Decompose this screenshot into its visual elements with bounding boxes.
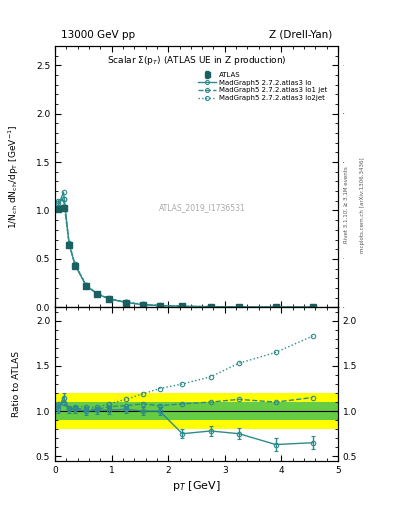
Text: 13000 GeV pp: 13000 GeV pp xyxy=(61,30,135,39)
Text: Rivet 3.1.10, ≥ 3.1M events: Rivet 3.1.10, ≥ 3.1M events xyxy=(344,166,349,243)
MadGraph5 2.7.2.atlas3 lo1 jet xyxy=(107,295,111,302)
MadGraph5 2.7.2.atlas3 lo1 jet xyxy=(310,304,315,310)
MadGraph5 2.7.2.atlas3 lo2jet xyxy=(72,261,77,267)
MadGraph5 2.7.2.atlas3 lo1 jet xyxy=(72,261,77,267)
MadGraph5 2.7.2.atlas3 lo xyxy=(61,189,66,195)
MadGraph5 2.7.2.atlas3 lo2jet xyxy=(107,295,111,302)
MadGraph5 2.7.2.atlas3 lo1 jet xyxy=(84,283,88,289)
MadGraph5 2.7.2.atlas3 lo xyxy=(123,300,128,306)
MadGraph5 2.7.2.atlas3 lo2jet xyxy=(84,282,88,288)
MadGraph5 2.7.2.atlas3 lo xyxy=(67,241,72,247)
MadGraph5 2.7.2.atlas3 lo xyxy=(237,304,241,310)
MadGraph5 2.7.2.atlas3 lo1 jet xyxy=(237,304,241,310)
MadGraph5 2.7.2.atlas3 lo1 jet xyxy=(157,303,162,309)
MadGraph5 2.7.2.atlas3 lo2jet xyxy=(95,291,100,297)
MadGraph5 2.7.2.atlas3 lo2jet xyxy=(274,304,278,310)
MadGraph5 2.7.2.atlas3 lo1 jet xyxy=(55,200,60,206)
Line: MadGraph5 2.7.2.atlas3 lo2jet: MadGraph5 2.7.2.atlas3 lo2jet xyxy=(56,197,315,309)
MadGraph5 2.7.2.atlas3 lo2jet xyxy=(55,198,60,204)
MadGraph5 2.7.2.atlas3 lo1 jet xyxy=(180,303,185,309)
MadGraph5 2.7.2.atlas3 lo2jet xyxy=(180,303,185,309)
MadGraph5 2.7.2.atlas3 lo2jet xyxy=(310,304,315,310)
MadGraph5 2.7.2.atlas3 lo1 jet xyxy=(140,302,145,308)
MadGraph5 2.7.2.atlas3 lo1 jet xyxy=(67,241,72,247)
MadGraph5 2.7.2.atlas3 lo xyxy=(180,303,185,309)
MadGraph5 2.7.2.atlas3 lo2jet xyxy=(140,301,145,307)
MadGraph5 2.7.2.atlas3 lo xyxy=(140,302,145,308)
MadGraph5 2.7.2.atlas3 lo xyxy=(84,283,88,289)
Text: Z (Drell-Yan): Z (Drell-Yan) xyxy=(269,30,332,39)
MadGraph5 2.7.2.atlas3 lo1 jet xyxy=(95,291,100,297)
MadGraph5 2.7.2.atlas3 lo2jet xyxy=(208,304,213,310)
MadGraph5 2.7.2.atlas3 lo2jet xyxy=(61,196,66,202)
Y-axis label: 1/N$_{\mathregular{ch}}$ dN$_{\mathregular{ch}}$/dp$_{\mathregular{T}}$ [GeV$^{-: 1/N$_{\mathregular{ch}}$ dN$_{\mathregul… xyxy=(7,124,21,229)
Text: Scalar $\Sigma$(p$_T$) (ATLAS UE in Z production): Scalar $\Sigma$(p$_T$) (ATLAS UE in Z pr… xyxy=(107,54,286,67)
Line: MadGraph5 2.7.2.atlas3 lo: MadGraph5 2.7.2.atlas3 lo xyxy=(56,190,315,309)
MadGraph5 2.7.2.atlas3 lo1 jet xyxy=(123,299,128,305)
MadGraph5 2.7.2.atlas3 lo xyxy=(72,262,77,268)
MadGraph5 2.7.2.atlas3 lo2jet xyxy=(237,304,241,310)
X-axis label: p$_T$ [GeV]: p$_T$ [GeV] xyxy=(172,479,221,493)
MadGraph5 2.7.2.atlas3 lo1 jet xyxy=(61,196,66,202)
MadGraph5 2.7.2.atlas3 lo xyxy=(95,291,100,297)
Text: ATLAS_2019_I1736531: ATLAS_2019_I1736531 xyxy=(159,203,246,212)
Line: MadGraph5 2.7.2.atlas3 lo1 jet: MadGraph5 2.7.2.atlas3 lo1 jet xyxy=(56,197,315,309)
Legend: ATLAS, MadGraph5 2.7.2.atlas3 lo, MadGraph5 2.7.2.atlas3 lo1 jet, MadGraph5 2.7.: ATLAS, MadGraph5 2.7.2.atlas3 lo, MadGra… xyxy=(197,71,329,102)
MadGraph5 2.7.2.atlas3 lo xyxy=(107,296,111,302)
MadGraph5 2.7.2.atlas3 lo xyxy=(274,304,278,310)
MadGraph5 2.7.2.atlas3 lo1 jet xyxy=(274,304,278,310)
MadGraph5 2.7.2.atlas3 lo xyxy=(157,303,162,309)
MadGraph5 2.7.2.atlas3 lo xyxy=(55,204,60,210)
Y-axis label: Ratio to ATLAS: Ratio to ATLAS xyxy=(12,351,21,417)
MadGraph5 2.7.2.atlas3 lo2jet xyxy=(67,240,72,246)
Text: mcplots.cern.ch [arXiv:1306.3436]: mcplots.cern.ch [arXiv:1306.3436] xyxy=(360,157,365,252)
MadGraph5 2.7.2.atlas3 lo xyxy=(310,304,315,310)
MadGraph5 2.7.2.atlas3 lo1 jet xyxy=(208,304,213,310)
MadGraph5 2.7.2.atlas3 lo2jet xyxy=(123,299,128,305)
MadGraph5 2.7.2.atlas3 lo2jet xyxy=(157,302,162,308)
MadGraph5 2.7.2.atlas3 lo xyxy=(208,304,213,310)
